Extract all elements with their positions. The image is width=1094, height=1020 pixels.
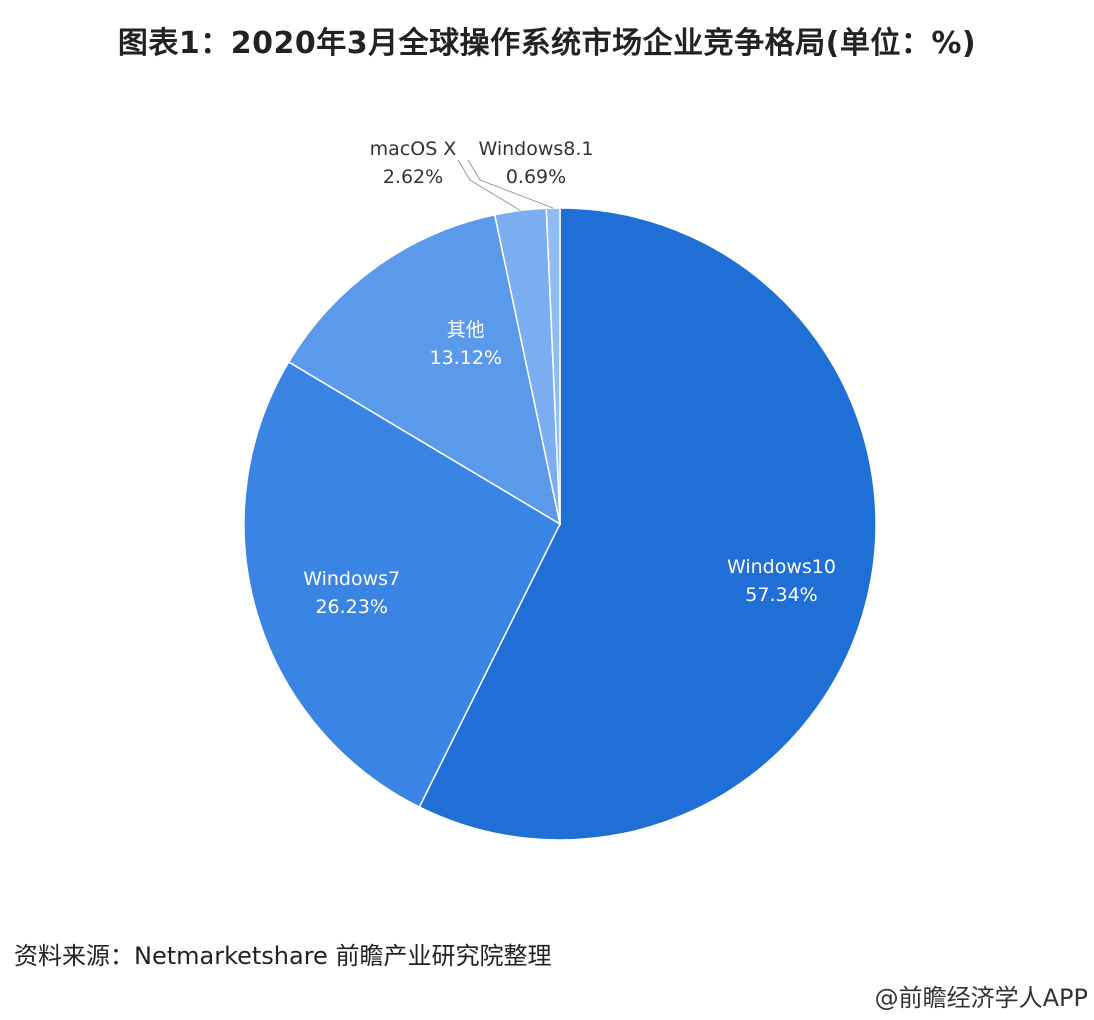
slice-value-label-2: 13.12% bbox=[430, 347, 502, 369]
chart-title: 图表1：2020年3月全球操作系统市场企业竞争格局(单位：%) bbox=[117, 26, 977, 61]
slice-value-label-0: 57.34% bbox=[745, 584, 817, 606]
slice-name-label-2: 其他 bbox=[447, 319, 485, 341]
slice-name-label-1: Windows7 bbox=[303, 568, 400, 590]
leader-line-4 bbox=[467, 159, 554, 209]
pie-slice-2 bbox=[287, 213, 562, 526]
source-note: 资料来源：Netmarketshare 前瞻产业研究院整理 bbox=[14, 942, 552, 970]
slice-name-label-3: macOS X bbox=[370, 138, 457, 160]
slice-value-label-4: 0.69% bbox=[506, 166, 566, 188]
slice-name-label-0: Windows10 bbox=[727, 556, 836, 578]
pie-slice-1 bbox=[243, 360, 561, 808]
slice-name-label-4: Windows8.1 bbox=[478, 138, 593, 160]
leader-line-3 bbox=[457, 159, 521, 211]
slice-value-label-3: 2.62% bbox=[383, 166, 443, 188]
slice-value-label-1: 26.23% bbox=[315, 596, 387, 618]
pie-slice-0 bbox=[418, 207, 877, 841]
credit-note: @前瞻经济学人APP bbox=[874, 984, 1088, 1012]
